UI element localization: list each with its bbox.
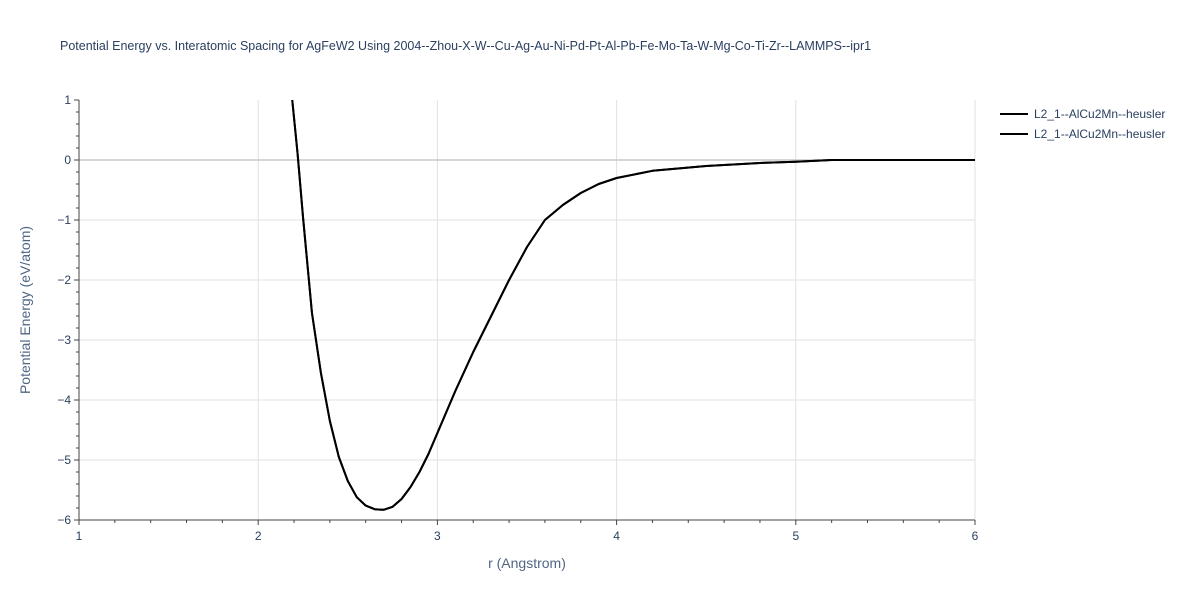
y-tick-label: −1 [57, 213, 71, 227]
y-tick-label: 0 [64, 153, 71, 167]
y-tick-label: 1 [64, 93, 71, 107]
legend-item-0[interactable]: L2_1--AlCu2Mn--heusler [1000, 107, 1165, 121]
legend-label: L2_1--AlCu2Mn--heusler [1034, 107, 1165, 121]
x-tick-label: 2 [255, 529, 262, 543]
axes [74, 99, 976, 525]
x-tick-label: 4 [613, 529, 620, 543]
y-tick-label: −6 [57, 513, 71, 527]
legend[interactable]: L2_1--AlCu2Mn--heusler L2_1--AlCu2Mn--heu… [1000, 107, 1165, 141]
y-tick-label: −5 [57, 453, 71, 467]
series-line-1 [291, 100, 975, 511]
legend-label: L2_1--AlCu2Mn--heusler [1034, 127, 1165, 141]
y-tick-label: −2 [57, 273, 71, 287]
plot-area [291, 100, 975, 511]
chart-title: Potential Energy vs. Interatomic Spacing… [60, 39, 871, 53]
y-axis-title: Potential Energy (eV/atom) [17, 226, 33, 394]
series-line-0 [291, 100, 975, 511]
x-tick-label: 3 [434, 529, 441, 543]
legend-item-1[interactable]: L2_1--AlCu2Mn--heusler [1000, 127, 1165, 141]
x-axis-title: r (Angstrom) [488, 555, 566, 571]
x-tick-label: 1 [76, 529, 83, 543]
grid [79, 100, 976, 520]
y-tick-label: −4 [57, 393, 71, 407]
tick-labels: 1 2 3 4 5 6 1 0 −1 −2 −3 −4 −5 −6 [57, 93, 978, 543]
x-tick-label: 6 [972, 529, 979, 543]
x-tick-label: 5 [792, 529, 799, 543]
y-tick-label: −3 [57, 333, 71, 347]
